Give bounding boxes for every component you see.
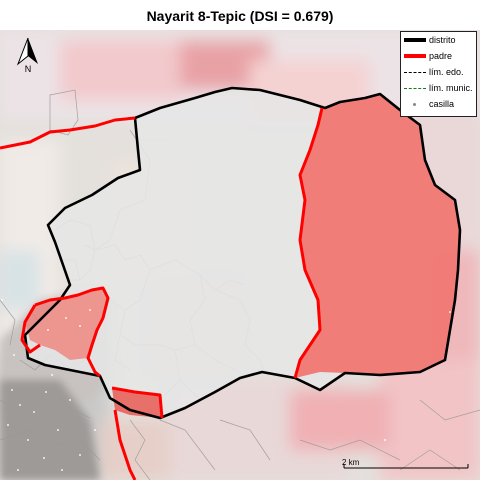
legend-item-distrito: distrito bbox=[401, 34, 477, 46]
legend-symbol-lim-edo bbox=[404, 72, 426, 73]
polling-points bbox=[1, 299, 451, 471]
legend-symbol-lim-munic bbox=[404, 88, 426, 89]
north-arrow: N bbox=[10, 36, 46, 78]
legend-symbol-casilla bbox=[413, 103, 416, 106]
scale-bar: 2 km bbox=[342, 458, 472, 478]
scale-bar-label: 2 km bbox=[342, 458, 360, 467]
legend-item-padre: padre bbox=[401, 50, 477, 62]
scale-bar-graphic bbox=[343, 464, 469, 469]
north-arrow-icon bbox=[16, 37, 38, 66]
parent-southwest-region[interactable] bbox=[25, 288, 108, 360]
legend-symbol-padre bbox=[404, 54, 426, 58]
parent-outline[interactable] bbox=[0, 107, 324, 480]
legend-label-lim-edo: lím. edo. bbox=[429, 67, 464, 77]
legend-item-casilla: casilla bbox=[401, 98, 477, 110]
legend-item-lim-edo: lím. edo. bbox=[401, 66, 477, 78]
legend-label-distrito: distrito bbox=[429, 35, 456, 45]
north-arrow-label: N bbox=[24, 64, 32, 74]
legend-symbol-distrito bbox=[404, 38, 426, 42]
legend-label-lim-munic: lím. munic. bbox=[429, 83, 473, 93]
map-legend: distrito padre lím. edo. lím. munic. cas… bbox=[400, 31, 477, 117]
legend-item-lim-munic: lím. munic. bbox=[401, 82, 477, 94]
district-outline[interactable] bbox=[23, 86, 462, 420]
legend-label-padre: padre bbox=[429, 51, 453, 61]
parent-east-region[interactable] bbox=[295, 94, 460, 378]
parent-south-block[interactable] bbox=[112, 388, 162, 418]
map-title: Nayarit 8-Tepic (DSI = 0.679) bbox=[146, 8, 334, 24]
legend-label-casilla: casilla bbox=[429, 99, 455, 109]
